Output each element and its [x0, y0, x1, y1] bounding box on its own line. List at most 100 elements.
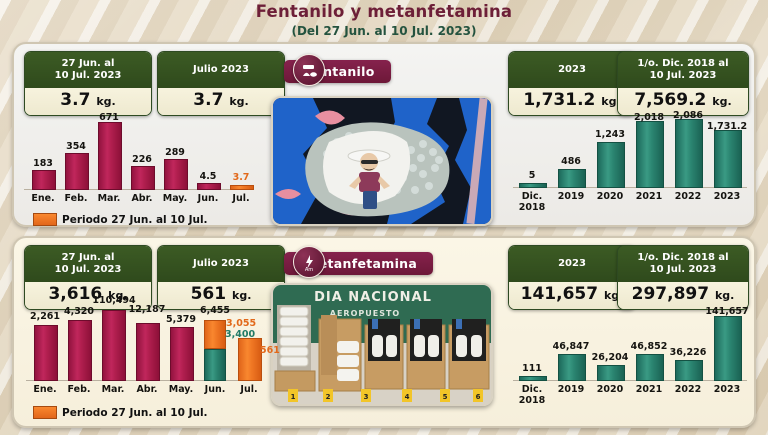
stat-card-meta-periodo[interactable]: 27 Jun. al 10 Jul. 2023 3,616 kg.	[24, 245, 152, 310]
svg-text:2: 2	[326, 393, 331, 401]
bar-mar	[102, 310, 126, 381]
bar-feb	[65, 153, 89, 190]
bar-label-dic2018: 111	[522, 363, 542, 374]
bar-jun-segment-periodo	[204, 320, 226, 349]
xtick-may: May.	[168, 384, 194, 395]
bar-jul	[230, 185, 254, 190]
xtick-2019: 2019	[557, 384, 585, 395]
xtick-2019: 2019	[557, 191, 585, 202]
stat-unit: kg.	[232, 289, 252, 302]
stat-unit: kg.	[601, 95, 621, 108]
bar-label-2020: 1,243	[594, 129, 626, 140]
svg-text:DIA NACIONAL: DIA NACIONAL	[314, 290, 432, 305]
bar-label-2023: 141,657	[705, 306, 749, 317]
stat-number: 3,616	[48, 284, 103, 304]
stat-card-fentanilo-anual[interactable]: 2023 1,731.2 kg.	[508, 51, 636, 116]
bar-label-mar: 671	[99, 112, 119, 123]
bar-label-ene: 183	[33, 158, 53, 169]
stat-value: 561 kg.	[158, 282, 284, 309]
legend-label-periodo: Periodo 27 Jun. al 10 Jul.	[62, 406, 208, 419]
svg-text:3: 3	[364, 393, 369, 401]
badge-metanfetamina[interactable]: Am Metanfetamina	[284, 246, 434, 278]
xtick-jul: Jul.	[232, 193, 250, 204]
stat-value: 297,897 kg.	[618, 282, 748, 309]
bar-dic2018	[519, 376, 547, 381]
photo-fentanilo	[271, 96, 493, 226]
stat-card-meta-acumulado[interactable]: 1/o. Dic. 2018 al 10 Jul. 2023 297,897 kg…	[617, 245, 749, 310]
xtick-mar: Mar.	[97, 193, 121, 204]
stat-head: 1/o. Dic. 2018 al 10 Jul. 2023	[618, 246, 748, 282]
bar-mar	[98, 122, 122, 190]
bar-label-jul: 561	[260, 345, 280, 356]
stat-number: 297,897	[631, 284, 710, 304]
bar-label-may: 289	[165, 147, 185, 158]
xtick-feb: Feb.	[67, 384, 91, 395]
stat-head: Julio 2023	[158, 246, 284, 282]
bar-jun-stacked	[204, 320, 226, 381]
bar-jun-segment-previo	[204, 349, 226, 381]
stat-head: 1/o. Dic. 2018 al 10 Jul. 2023	[618, 52, 748, 88]
xtick-2022: 2022	[674, 384, 702, 395]
xtick-feb: Feb.	[64, 193, 88, 204]
bar-label-feb: 354	[66, 141, 86, 152]
stat-card-meta-anual[interactable]: 2023 141,657 kg.	[508, 245, 636, 310]
xtick-2021: 2021	[635, 384, 663, 395]
powder-bag-icon	[293, 54, 325, 86]
bar-ene	[34, 325, 58, 381]
xtick-dic2018: Dic. 2018	[518, 384, 546, 406]
stat-card-fentanilo-acumulado[interactable]: 1/o. Dic. 2018 al 10 Jul. 2023 7,569.2 kg…	[617, 51, 749, 116]
bar-2021	[636, 121, 664, 188]
bar-label-may: 5,379	[165, 314, 197, 325]
legend-fentanilo: Periodo 27 Jun. al 10 Jul.	[33, 213, 208, 226]
bar-label-2022: 2,086	[672, 110, 704, 121]
bar-dic2018	[519, 183, 547, 188]
stat-head: Julio 2023	[158, 52, 284, 88]
stat-unit: kg.	[108, 289, 128, 302]
bar-2019	[558, 169, 586, 188]
stat-card-fentanilo-mes[interactable]: Julio 2023 3.7 kg.	[157, 51, 285, 116]
bar-label-jun: 4.5	[199, 171, 217, 182]
stat-value: 3,616 kg.	[25, 282, 151, 309]
chart-fentanilo-mensual: 183 354 671 226 289 4.5 3.7 Ene. Feb. Ma…	[24, 112, 254, 204]
bar-abr	[131, 166, 155, 190]
bar-ene	[32, 170, 56, 190]
xtick-2022: 2022	[674, 191, 702, 202]
stat-number: 3.7	[60, 90, 91, 110]
badge-fentanilo[interactable]: Fentanilo	[284, 54, 391, 86]
xtick-may: May.	[162, 193, 188, 204]
xtick-2021: 2021	[635, 191, 663, 202]
bar-label-mar: 110,494	[92, 295, 136, 306]
bar-2021	[636, 354, 664, 381]
xtick-mar: Mar.	[101, 384, 125, 395]
stat-card-meta-mes[interactable]: Julio 2023 561 kg.	[157, 245, 285, 310]
stat-head: 27 Jun. al 10 Jul. 2023	[25, 52, 151, 88]
bar-label-2021: 46,852	[630, 341, 668, 352]
xtick-2020: 2020	[596, 384, 624, 395]
legend-label-periodo: Periodo 27 Jun. al 10 Jul.	[62, 213, 208, 226]
svg-text:1: 1	[291, 393, 296, 401]
bar-label-abr: 226	[132, 154, 152, 165]
stat-unit: kg.	[229, 95, 249, 108]
bar-jul	[238, 338, 262, 381]
xtick-ene: Ene.	[31, 193, 55, 204]
bar-2023	[714, 130, 742, 188]
bar-label-jun-previo: 3,400	[225, 329, 256, 340]
stat-head: 2023	[509, 246, 635, 282]
chart-axis	[513, 187, 747, 188]
page-subtitle: (Del 27 Jun. al 10 Jul. 2023)	[291, 24, 477, 38]
crystal-icon: Am	[293, 246, 325, 278]
stat-value: 3.7 kg.	[25, 88, 151, 115]
svg-text:Am: Am	[304, 267, 312, 272]
bar-label-ene: 2,261	[29, 311, 61, 322]
bar-label-2021: 2,018	[633, 112, 665, 123]
xtick-abr: Abr.	[136, 384, 158, 395]
xtick-2023: 2023	[713, 191, 741, 202]
xtick-2020: 2020	[596, 191, 624, 202]
bar-label-2020: 26,204	[591, 352, 629, 363]
chart-fentanilo-anual: 5 486 1,243 2,018 2,086 1,731.2 Dic. 2018…	[513, 110, 747, 213]
stat-number: 1,731.2	[523, 90, 596, 110]
bar-label-2019: 486	[561, 156, 581, 167]
bar-label-feb: 4,320	[63, 306, 95, 317]
stat-card-fentanilo-periodo[interactable]: 27 Jun. al 10 Jul. 2023 3.7 kg.	[24, 51, 152, 116]
xtick-jul: Jul.	[240, 384, 258, 395]
